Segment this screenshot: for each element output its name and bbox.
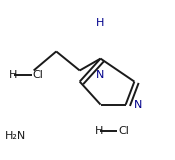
Text: N: N (134, 100, 142, 110)
Text: N: N (96, 70, 105, 80)
Text: H: H (9, 70, 17, 80)
Text: H: H (96, 18, 105, 28)
Text: Cl: Cl (118, 126, 129, 136)
Text: Cl: Cl (32, 70, 43, 80)
Text: H₂N: H₂N (5, 131, 26, 140)
Text: H: H (94, 126, 103, 136)
